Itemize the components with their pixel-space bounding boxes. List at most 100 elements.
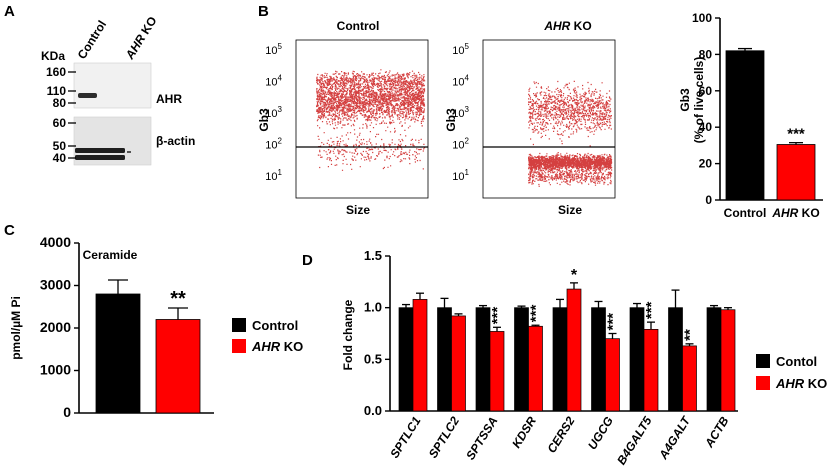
kda-label: KDa (41, 49, 65, 63)
fold-xtick-KDSR: KDSR (509, 414, 539, 451)
y-tick-label: 60 (699, 84, 713, 98)
flow-frame-control (295, 39, 429, 199)
flow-ytick-label: 105 (265, 42, 282, 57)
fold-bar-B4GALT5-0 (629, 307, 645, 412)
ceramide-bar-1 (155, 319, 201, 414)
western-blot-panel: KDa Control AHR KO 160 110 80 60 50 40 A… (41, 14, 195, 166)
y-tick-label: 0.5 (364, 351, 382, 366)
fold-significance-UGCG: *** (605, 313, 622, 331)
panel-label-a: A (4, 3, 15, 20)
flow-dots-ahr-ko (528, 80, 613, 187)
flow-ytick-label: 103 (265, 105, 282, 120)
y-tick-label: 1.0 (364, 300, 382, 315)
band-label-ahr: AHR (156, 92, 182, 106)
fold-xtick-SPTSSA: SPTSSA (463, 414, 500, 462)
y-tick-label: 0.0 (364, 403, 382, 418)
marker-160: 160 (46, 65, 66, 79)
fold-bar-UGCG-0 (591, 307, 606, 412)
flow-plot-ahr-ko: AHR KO Gb3 Size 105 104 103 102 101 (444, 19, 616, 217)
fold-significance-A4GALT: ** (682, 329, 699, 341)
ceramide-bar-0 (95, 293, 141, 414)
flow-title-control: Control (337, 19, 380, 33)
y-tick-label: 1000 (40, 362, 71, 378)
fold-bar-SPTLC2-0 (437, 307, 452, 412)
flow-ytick-label: 102 (265, 137, 282, 152)
flow-yticks-control: 105 104 103 102 101 (265, 42, 282, 183)
fold-xtick-SPTLC1: SPTLC1 (387, 414, 423, 461)
panel-label-c: C (4, 222, 15, 239)
blot-ahr-membrane (73, 62, 152, 109)
fold-bar-KDSR-0 (514, 307, 529, 412)
y-tick-label: 0 (63, 404, 71, 420)
flow-yticks-ahr-ko: 105 104 103 102 101 (452, 42, 469, 183)
fold-bar-KDSR-1 (528, 325, 543, 412)
flow-ytick-label: 104 (452, 74, 469, 89)
gb3-xtick-control: Control (724, 206, 767, 220)
fold-xtick-CERS2: CERS2 (544, 414, 577, 456)
gb3-xtick-ahr-ko: AHR KO (771, 206, 819, 220)
flow-ytick-label: 101 (452, 168, 469, 183)
fold-significance-CERS2: * (571, 267, 578, 284)
flow-title-ahr-ko: AHR KO (543, 19, 591, 33)
fold-change-ylabel: Fold change (341, 299, 355, 370)
legend-swatch-control (232, 318, 246, 332)
blot-column-control: Control (75, 18, 109, 62)
fold-bar-UGCG-1 (605, 338, 620, 412)
gb3-significance-1: *** (787, 126, 805, 143)
fold-xtick-UGCG: UGCG (585, 414, 616, 452)
gb3-bar-1 (776, 144, 816, 201)
ceramide-legend: Control AHR KO (232, 318, 303, 354)
fold-bar-SPTLC2-1 (451, 315, 466, 412)
fold-bar-CERS2-1 (566, 288, 582, 412)
fold-significance-B4GALT5: *** (643, 301, 660, 319)
fold-xtick-SPTLC2: SPTLC2 (426, 414, 462, 461)
flow-ylabel-ahr-ko: Gb3 (444, 108, 458, 132)
legend-label-control: Control (252, 318, 298, 333)
y-tick-label: 0 (705, 193, 712, 207)
fold-bar-SPTSSA-0 (475, 307, 491, 412)
y-tick-label: 4000 (40, 234, 71, 250)
flow-dot-cloud (316, 69, 426, 171)
flow-plot-control: Control Gb3 Size 105 104 103 102 101 (257, 19, 429, 217)
legend-swatch-ahr-ko-d (756, 376, 770, 390)
flow-dot-cloud (528, 80, 613, 187)
legend-label-ahr-ko-d: AHR KO (775, 376, 827, 391)
fold-bar-A4GALT-0 (668, 307, 683, 412)
blot-actin-band-lower (75, 155, 125, 160)
flow-ytick-label: 102 (452, 137, 469, 152)
flow-frame-ahr-ko (482, 39, 616, 199)
legend-label-contol: Contol (776, 354, 817, 369)
fold-bar-SPTLC1-1 (412, 299, 428, 412)
panel-label-b: B (258, 3, 269, 20)
ceramide-significance-1: ** (170, 288, 186, 310)
blot-ahr-band-control (78, 93, 97, 98)
flow-ytick-label: 104 (265, 74, 282, 89)
legend-label-ahr-ko: AHR KO (251, 339, 303, 354)
ceramide-title: Ceramide (83, 248, 138, 262)
flow-ylabel-control: Gb3 (257, 108, 271, 132)
gb3-bar-chart: Gb3 (% of live cells) Control AHR KO 0 20… (678, 11, 823, 220)
flow-xlabel-control: Size (346, 203, 370, 217)
legend-swatch-ahr-ko (232, 339, 246, 353)
ceramide-ylabel: pmol/µM Pi (9, 296, 23, 360)
fold-xtick-ACTB: ACTB (701, 414, 731, 451)
marker-40: 40 (53, 151, 67, 165)
blot-column-ahr-ko: AHR KO (122, 14, 159, 62)
fold-bar-SPTSSA-1 (489, 331, 505, 412)
gene-fold-change-chart: Fold change Contol AHR KO 0.0 0.5 1.0 1.5 SP… (341, 248, 827, 467)
flow-xlabel-ahr-ko: Size (558, 203, 582, 217)
fold-bar-ACTB-0 (706, 307, 722, 412)
fold-xtick-B4GALT5: B4GALT5 (614, 414, 655, 467)
y-tick-label: 20 (699, 157, 713, 171)
marker-ticks (68, 71, 76, 159)
gb3-ylabel-line1: Gb3 (678, 88, 692, 112)
marker-50: 50 (53, 139, 67, 153)
legend-swatch-contol (756, 354, 770, 368)
y-tick-label: 80 (699, 47, 713, 61)
fold-bar-SPTLC1-0 (398, 307, 414, 412)
fold-xtick-A4GALT: A4GALT (656, 413, 694, 463)
blot-actin-band-upper (75, 148, 125, 153)
marker-60: 60 (53, 116, 67, 130)
gb3-bar-0 (725, 50, 765, 201)
y-tick-label: 2000 (40, 319, 71, 335)
